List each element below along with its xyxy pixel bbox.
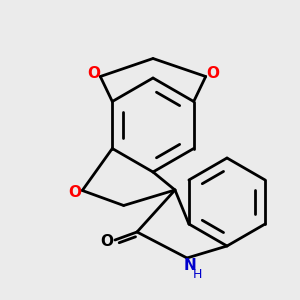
Text: N: N	[184, 259, 196, 274]
Text: O: O	[100, 235, 113, 250]
Text: O: O	[87, 66, 100, 81]
Text: H: H	[192, 268, 202, 281]
Text: O: O	[206, 66, 219, 81]
Text: O: O	[68, 185, 81, 200]
